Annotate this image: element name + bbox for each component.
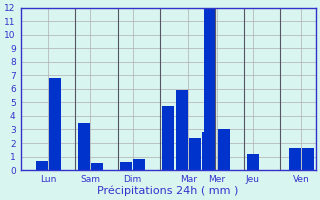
Bar [202, 132, 214, 170]
Bar [289, 148, 301, 170]
Bar [204, 8, 216, 170]
Bar [133, 159, 145, 170]
Bar [162, 106, 174, 170]
Bar [302, 148, 314, 170]
Bar [49, 78, 61, 170]
Bar [91, 163, 103, 170]
Bar [218, 129, 230, 170]
Bar [247, 154, 259, 170]
Bar [120, 162, 132, 170]
Bar [36, 161, 48, 170]
Bar [78, 123, 90, 170]
Bar [189, 138, 201, 170]
X-axis label: Précipitations 24h ( mm ): Précipitations 24h ( mm ) [98, 185, 239, 196]
Bar [176, 90, 188, 170]
